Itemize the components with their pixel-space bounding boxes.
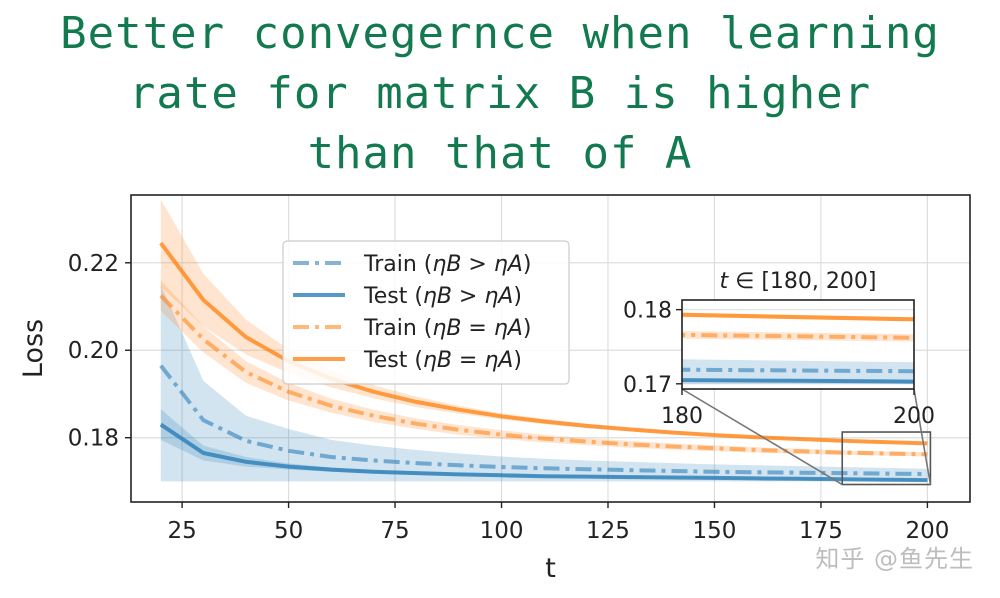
legend-label-text: Test ( (363, 348, 423, 373)
legend-label-3: Train (ηB = ηA) (363, 316, 531, 341)
legend-label-math: ηB = ηA (423, 348, 513, 373)
legend-label-end: ) (513, 348, 522, 373)
y-tick-label: 0.18 (68, 426, 119, 452)
x-tick-label: 75 (380, 518, 409, 544)
annotation-line-2: rate for matrix B is higher (128, 68, 872, 119)
zoom-indicator (681, 388, 932, 486)
x-tick-label: 100 (480, 518, 524, 544)
x-tick-label: 150 (693, 518, 737, 544)
legend-label-2: Test (ηB > ηA) (363, 284, 522, 309)
ticks: 25 50 75 100 125 150 175 200 0.18 0.20 0.22 (68, 251, 950, 544)
legend-label-text: Train ( (363, 316, 432, 341)
y-tick-label: 0.22 (68, 251, 119, 277)
legend-label-text: Test ( (363, 284, 423, 309)
x-tick-label: 175 (799, 518, 843, 544)
x-tick-label: 25 (167, 518, 196, 544)
zoom-box (841, 431, 932, 486)
legend-label-math: ηB > ηA (423, 284, 513, 309)
series-3-line (159, 294, 928, 457)
inset-y-tick-label: 0.17 (623, 373, 672, 398)
legend: Train (ηB > ηA)Test (ηB > ηA)Train (ηB =… (282, 240, 570, 385)
x-tick-label: 125 (586, 518, 630, 544)
legend-label-end: ) (513, 284, 522, 309)
legend-label-math: ηB > ηA (432, 252, 522, 277)
legend-label-text: Train ( (363, 252, 432, 277)
x-tick-label: 50 (274, 518, 303, 544)
inset-x-tick-label: 180 (661, 404, 703, 429)
inset-title-math: t (720, 269, 730, 294)
legend-label-4: Test (ηB = ηA) (363, 348, 522, 373)
watermark: 知乎 @鱼先生 (815, 545, 974, 573)
legend-label-end: ) (523, 252, 532, 277)
x-axis-label: t (545, 553, 556, 584)
series-2-line (159, 422, 928, 483)
annotation-line-1: Better convegernce when learning (60, 8, 940, 59)
zoom-connector (681, 388, 843, 486)
inset-title: t ∈ [180, 200] (720, 269, 877, 294)
inset-frame (681, 299, 915, 390)
inset-series-1-band (682, 359, 914, 384)
inset-title-text: ∈ [180, 200] (728, 269, 876, 294)
annotation-line-3: than that of A (307, 128, 693, 179)
x-tick-label: 200 (905, 518, 949, 544)
inset-x-tick-label: 200 (893, 404, 935, 429)
inset: 0.17 0.18 180 200 t ∈ [180, 200] (623, 269, 935, 429)
inset-plot-area (682, 312, 914, 384)
legend-box (282, 240, 570, 385)
axes-frame (130, 194, 971, 503)
legend-label-1: Train (ηB > ηA) (363, 252, 531, 277)
zoom-connector (913, 388, 932, 485)
series-1-line (159, 364, 928, 476)
y-axis-label: Loss (18, 319, 49, 378)
legend-label-end: ) (523, 316, 532, 341)
inset-y-tick-label: 0.18 (623, 299, 672, 324)
legend-label-math: ηB = ηA (432, 316, 522, 341)
y-tick-label: 0.20 (68, 338, 119, 364)
